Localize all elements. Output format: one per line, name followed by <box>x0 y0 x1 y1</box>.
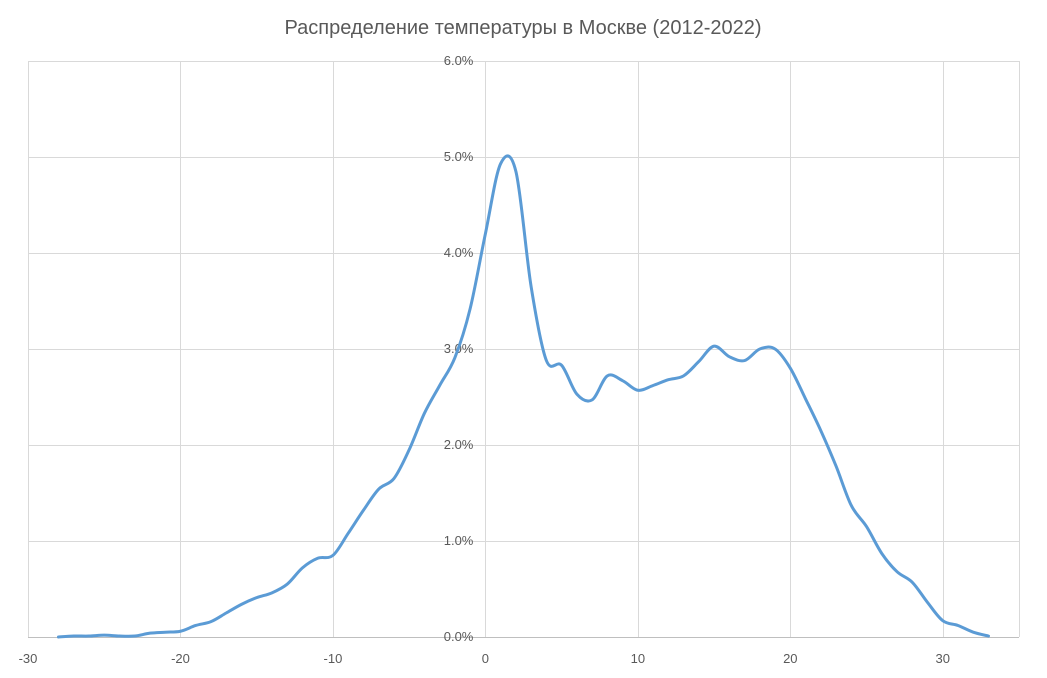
distribution-line <box>56 154 991 639</box>
x-tick-label: 20 <box>783 651 797 666</box>
y-tick-label: 0.0% <box>444 629 474 644</box>
y-tick-label: 6.0% <box>444 53 474 68</box>
x-tick-label: 0 <box>482 651 489 666</box>
grid <box>28 61 1020 638</box>
y-tick-label: 1.0% <box>444 533 474 548</box>
x-axis-ticks: -30 -20 -10 0 10 20 30 <box>19 651 950 666</box>
x-tick-label: 10 <box>631 651 645 666</box>
y-tick-label: 5.0% <box>444 149 474 164</box>
y-tick-label: 4.0% <box>444 245 474 260</box>
x-tick-label: -10 <box>324 651 343 666</box>
x-tick-label: -20 <box>171 651 190 666</box>
y-tick-label: 2.0% <box>444 437 474 452</box>
series-layer <box>56 154 991 639</box>
x-tick-label: 30 <box>936 651 950 666</box>
chart-title: Распределение температуры в Москве (2012… <box>284 17 761 39</box>
x-tick-label: -30 <box>19 651 38 666</box>
